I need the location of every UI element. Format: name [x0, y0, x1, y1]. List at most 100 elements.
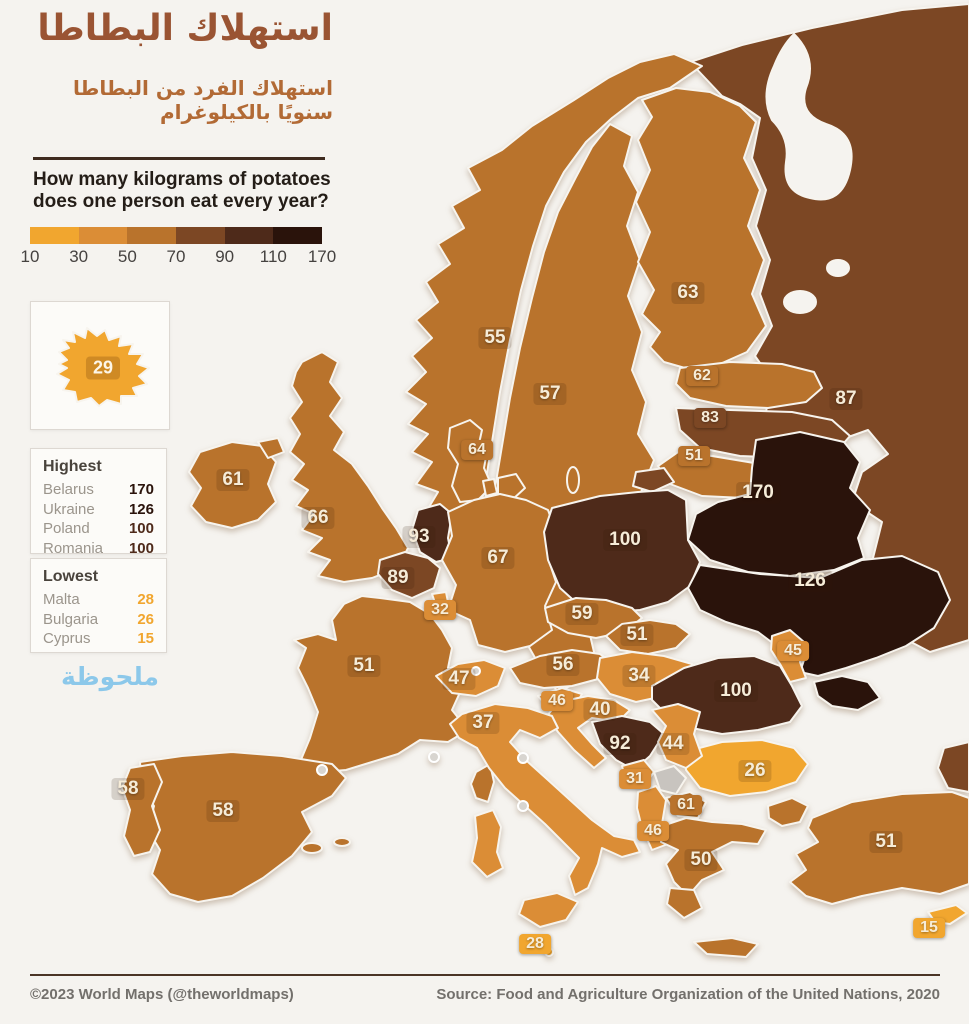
island-mallorca [301, 842, 323, 854]
microstate-vatican [517, 800, 529, 812]
country-name: Poland [43, 520, 90, 537]
legend-tick-70: 70 [166, 247, 186, 266]
country-turkey-thrace [767, 797, 809, 827]
country-value: 100 [128, 520, 154, 537]
country-spain [139, 751, 347, 903]
country-france [293, 595, 469, 773]
question-heading: How many kilograms of potatoes does one … [33, 169, 331, 213]
lowest-row-cyprus: Cyprus 15 [43, 629, 154, 649]
country-uk [289, 351, 409, 583]
page-subtitle: استهلاك الفرد من البطاطا سنويًا بالكيلوغ… [72, 76, 333, 124]
highest-panel: Highest Belarus 170 Ukraine 126 Poland 100 Rom… [30, 448, 167, 557]
island-sardinia [471, 809, 504, 878]
island-menorca [333, 837, 351, 847]
country-luxembourg [431, 591, 450, 613]
iceland-inset-panel: 29 [30, 301, 170, 430]
legend-segment-0 [30, 227, 79, 244]
country-ukraine-crimea [813, 675, 881, 711]
country-value: 170 [128, 481, 154, 498]
country-value: 15 [137, 630, 154, 647]
microstate-andorra [316, 764, 328, 776]
country-poland [543, 489, 701, 613]
lowest-row-bulgaria: Bulgaria 26 [43, 610, 154, 630]
country-slovakia [605, 619, 691, 655]
highest-row-belarus: Belarus 170 [43, 480, 154, 500]
question-line1: How many kilograms of potatoes [33, 169, 331, 190]
country-denmark-zealand [497, 473, 526, 501]
highest-title: Highest [43, 458, 102, 475]
footer-credit: ©2023 World Maps (@theworldmaps) [30, 986, 294, 1003]
legend-tick-50: 50 [117, 247, 137, 266]
country-value: 28 [137, 591, 154, 608]
country-kosovo [653, 765, 687, 795]
country-portugal [121, 763, 163, 857]
highest-row-poland: Poland 100 [43, 519, 154, 539]
country-italy [449, 703, 641, 896]
legend-tick-110: 110 [259, 247, 287, 266]
highest-row-ukraine: Ukraine 126 [43, 500, 154, 520]
country-serbia [651, 703, 703, 769]
country-ukraine [687, 555, 951, 677]
island-gotland [566, 466, 580, 494]
legend-segment-2 [127, 227, 177, 244]
country-name: Malta [43, 591, 80, 608]
country-russia-caucasus [937, 741, 969, 793]
lowest-row-malta: Malta 28 [43, 590, 154, 610]
country-name: Ukraine [43, 500, 95, 518]
white-sea [765, 32, 853, 201]
note-text: ملحوظة [60, 662, 160, 691]
country-greece [660, 817, 767, 897]
country-cyprus [927, 904, 968, 925]
country-uk-nireland [257, 437, 285, 459]
footer-source: Source: Food and Agriculture Organizatio… [436, 986, 940, 1003]
country-germany [441, 493, 557, 653]
island-sicily [518, 892, 579, 928]
country-ireland [188, 441, 277, 529]
legend-tick-labels: 10 30 50 70 90 110 170 [21, 247, 337, 269]
lowest-rows: Malta 28 Bulgaria 26 Cyprus 15 [31, 590, 166, 649]
country-value: 100 [128, 539, 154, 557]
country-north-macedonia [665, 791, 707, 819]
lowest-panel: Lowest Malta 28 Bulgaria 26 Cyprus 15 [30, 558, 167, 653]
country-iceland [56, 327, 150, 407]
country-name: Belarus [43, 481, 94, 498]
lake-onega [826, 259, 850, 277]
country-name: Bulgaria [43, 610, 99, 628]
legend-segment-4 [224, 227, 274, 244]
country-croatia [546, 695, 631, 769]
country-value: 26 [137, 610, 154, 628]
highest-row-romania: Romania 100 [43, 539, 154, 559]
lowest-title: Lowest [43, 568, 99, 585]
country-belgium [377, 551, 441, 599]
country-turkey [789, 791, 969, 905]
country-bulgaria [683, 739, 809, 797]
country-value: 126 [128, 500, 154, 518]
country-malta [544, 947, 554, 957]
legend-segment-3 [176, 227, 225, 244]
microstate-monaco [428, 751, 440, 763]
legend-color-bar [30, 227, 323, 244]
question-line2: does one person eat every year? [33, 191, 329, 212]
footer-divider [30, 974, 940, 976]
country-kaliningrad [632, 467, 675, 493]
iceland-value-label: 29 [85, 356, 121, 380]
legend-tick-170: 170 [307, 247, 337, 266]
country-estonia [675, 361, 823, 409]
country-finland [635, 87, 767, 371]
page-title: استهلاك البطاطا [37, 8, 333, 49]
country-bosnia [591, 715, 665, 771]
legend-tick-30: 30 [69, 247, 89, 266]
legend-tick-90: 90 [215, 247, 235, 266]
country-name: Romania [43, 539, 104, 557]
country-belarus [687, 431, 871, 577]
lake-ladoga [783, 290, 817, 314]
iceland-inset-map [56, 327, 150, 407]
legend-segment-1 [78, 227, 128, 244]
microstate-sanmarino [517, 752, 529, 764]
microstate-liechtenstein [471, 666, 481, 676]
island-crete [693, 937, 759, 958]
country-switzerland [435, 659, 506, 697]
legend-tick-10: 10 [20, 247, 40, 266]
